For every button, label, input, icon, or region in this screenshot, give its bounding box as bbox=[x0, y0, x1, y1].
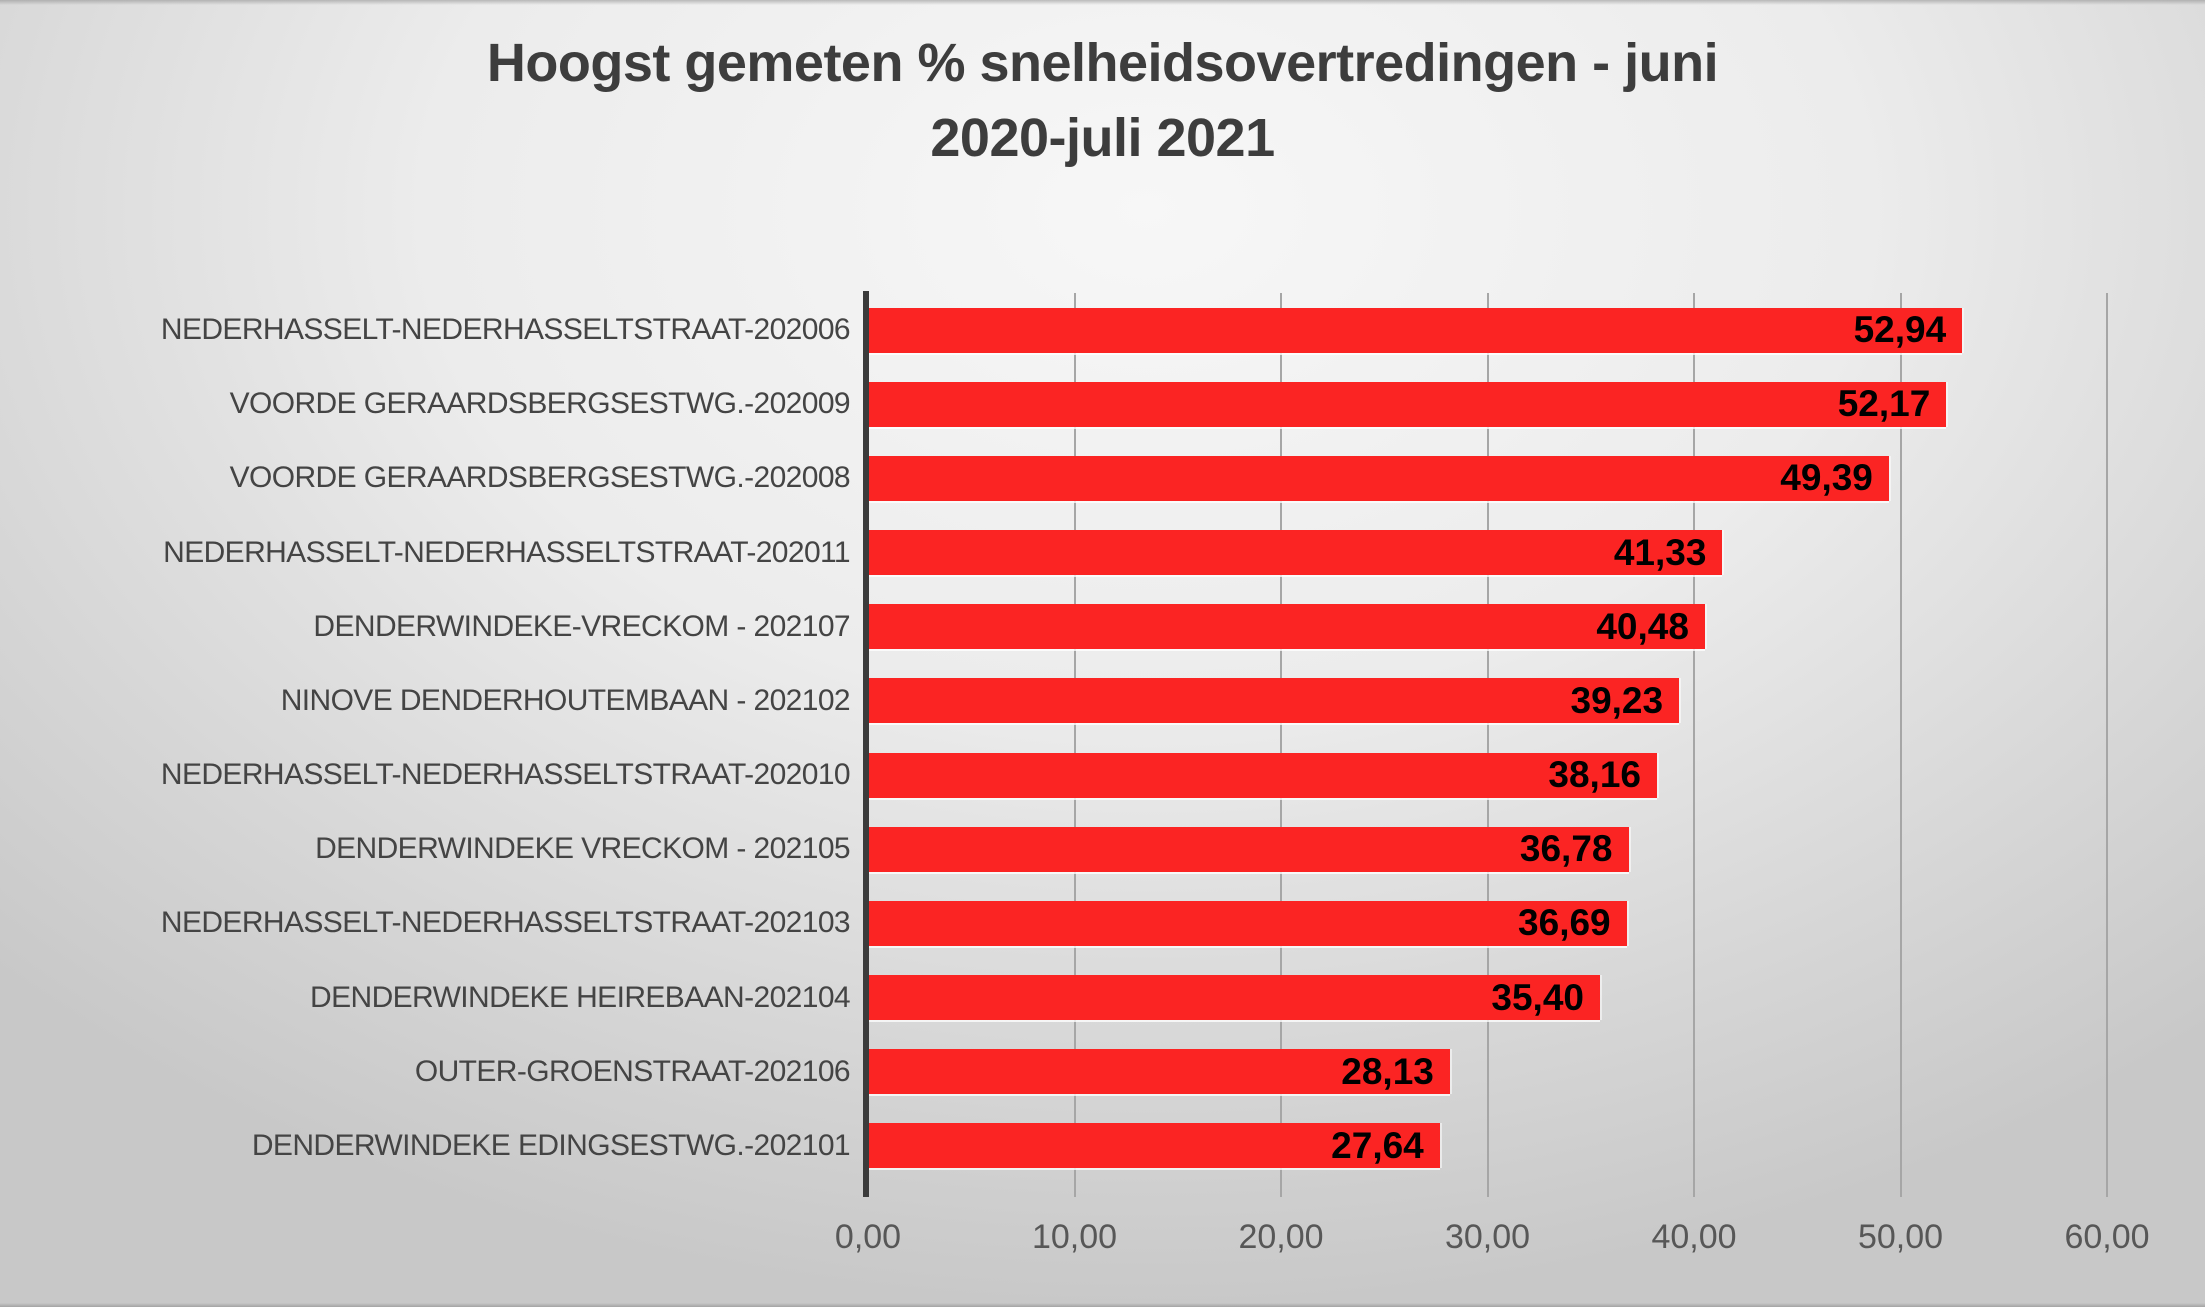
bar: 49,39 bbox=[869, 455, 1889, 501]
category-label: VOORDE GERAARDSBERGSESTWG.-202008 bbox=[229, 461, 851, 495]
bar: 41,33 bbox=[869, 530, 1723, 576]
bar-value-label: 52,94 bbox=[1853, 309, 1947, 351]
plot-area: 52,94 52,17 49,39 41,33 40,48 39,23 38,16 36,78… bbox=[863, 291, 2108, 1197]
bar-value-label: 41,33 bbox=[1613, 531, 1707, 573]
bar-value-label: 52,17 bbox=[1837, 383, 1931, 425]
gridline bbox=[2106, 293, 2108, 1197]
bar-value-label: 38,16 bbox=[1548, 754, 1641, 796]
category-label: DENDERWINDEKE VRECKOM - 202105 bbox=[315, 832, 851, 866]
gridline bbox=[1693, 293, 1695, 1197]
bar: 52,94 bbox=[869, 307, 1963, 353]
bar: 36,69 bbox=[869, 900, 1627, 946]
category-label: NINOVE DENDERHOUTEMBAAN - 202102 bbox=[280, 683, 851, 717]
bar: 38,16 bbox=[869, 752, 1657, 798]
x-tick-label: 40,00 bbox=[1651, 1218, 1737, 1256]
x-tick-label: 50,00 bbox=[1857, 1218, 1944, 1256]
category-label: DENDERWINDEKE HEIREBAAN-202104 bbox=[310, 980, 851, 1014]
category-axis: NEDERHASSELT-NEDERHASSELTSTRAAT-202006 VO… bbox=[20, 293, 851, 1183]
category-label: NEDERHASSELT-NEDERHASSELTSTRAAT-202011 bbox=[163, 535, 850, 569]
bar-value-label: 28,13 bbox=[1341, 1050, 1434, 1092]
x-tick-label: 10,00 bbox=[1031, 1218, 1118, 1256]
bar: 28,13 bbox=[869, 1049, 1450, 1095]
gridline bbox=[1899, 293, 1902, 1197]
chart-title-line2: 2020-juli 2021 bbox=[930, 107, 1275, 168]
category-label: DENDERWINDEKE-VRECKOM - 202107 bbox=[313, 609, 850, 643]
category-label: OUTER-GROENSTRAAT-202106 bbox=[414, 1054, 851, 1088]
category-label: NEDERHASSELT-NEDERHASSELTSTRAAT-202010 bbox=[160, 758, 851, 792]
category-label: DENDERWINDEKE EDINGSESTWG.-202101 bbox=[251, 1128, 851, 1162]
x-tick-label: 30,00 bbox=[1444, 1218, 1531, 1256]
bar-value-label: 36,78 bbox=[1519, 828, 1613, 870]
gridline bbox=[1280, 293, 1282, 1197]
bar: 39,23 bbox=[869, 678, 1680, 724]
gridline bbox=[1073, 293, 1076, 1197]
bar-value-label: 36,69 bbox=[1518, 902, 1611, 944]
bar: 52,17 bbox=[869, 381, 1947, 427]
bar: 40,48 bbox=[869, 604, 1705, 650]
bar-value-label: 39,23 bbox=[1570, 679, 1664, 721]
chart-title: Hoogst gemeten % snelheidsovertredingen … bbox=[0, 26, 2205, 175]
gridline bbox=[1486, 293, 1489, 1197]
x-tick-label: 0,00 bbox=[834, 1218, 902, 1256]
category-label: NEDERHASSELT-NEDERHASSELTSTRAAT-202006 bbox=[160, 313, 851, 347]
chart-title-line1: Hoogst gemeten % snelheidsovertredingen … bbox=[486, 33, 1719, 93]
bar-value-label: 35,40 bbox=[1491, 976, 1584, 1018]
bar-value-label: 27,64 bbox=[1331, 1124, 1424, 1166]
category-label: VOORDE GERAARDSBERGSESTWG.-202009 bbox=[229, 387, 851, 421]
y-axis-line bbox=[863, 291, 869, 1197]
x-tick-label: 60,00 bbox=[2064, 1218, 2150, 1256]
bar: 27,64 bbox=[869, 1123, 1440, 1169]
bar-value-label: 40,48 bbox=[1596, 605, 1689, 647]
bar: 35,40 bbox=[869, 975, 1600, 1021]
bar: 36,78 bbox=[869, 826, 1629, 872]
x-axis-ticks: 0,00 10,00 20,00 30,00 40,00 50,00 60,00 bbox=[835, 1218, 2150, 1268]
category-label: NEDERHASSELT-NEDERHASSELTSTRAAT-202103 bbox=[160, 906, 851, 940]
bar-value-label: 49,39 bbox=[1780, 457, 1873, 499]
x-tick-label: 20,00 bbox=[1238, 1218, 1324, 1256]
